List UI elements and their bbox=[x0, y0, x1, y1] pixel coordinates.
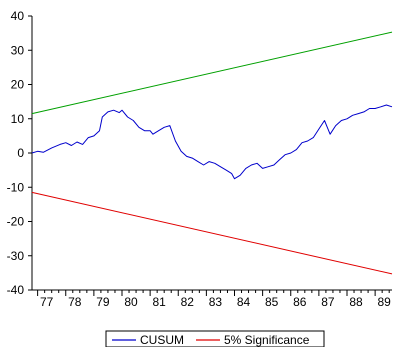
y-tick-label: 30 bbox=[11, 43, 25, 57]
cusum-line bbox=[31, 104, 393, 180]
lower-bound-line bbox=[31, 191, 393, 275]
legend-label-significance: 5% Significance bbox=[224, 333, 310, 347]
y-tick-label: -30 bbox=[7, 249, 25, 263]
y-tick-label: 0 bbox=[17, 146, 24, 160]
y-tick-label: 10 bbox=[11, 112, 25, 126]
y-tick-label: 20 bbox=[11, 78, 25, 92]
plot-area bbox=[31, 16, 392, 291]
x-tick-label: 89 bbox=[377, 295, 391, 309]
legend-label-cusum: CUSUM bbox=[140, 333, 184, 347]
x-tick-label: 87 bbox=[321, 295, 335, 309]
x-tick-label: 79 bbox=[96, 295, 110, 309]
x-tick-label: 85 bbox=[265, 295, 279, 309]
x-tick-label: 80 bbox=[124, 295, 138, 309]
legend: CUSUM 5% Significance bbox=[105, 330, 325, 347]
x-tick-label: 82 bbox=[181, 295, 195, 309]
y-tick-label: 40 bbox=[11, 9, 25, 23]
y-tick-label: -20 bbox=[7, 215, 25, 229]
series-layer bbox=[31, 31, 393, 275]
legend-box bbox=[105, 330, 325, 347]
x-tick-label: 81 bbox=[152, 295, 166, 309]
x-tick-label: 84 bbox=[237, 295, 251, 309]
x-tick-label: 77 bbox=[40, 295, 54, 309]
x-tick-label: 78 bbox=[68, 295, 82, 309]
x-tick-label: 88 bbox=[349, 295, 363, 309]
x-axis: 77 78 79 80 81 82 83 84 85 86 87 88 89 bbox=[37, 290, 391, 309]
y-axis: -40 -30 -20 -10 0 10 20 30 40 bbox=[7, 9, 32, 297]
x-tick-label: 83 bbox=[209, 295, 223, 309]
y-tick-label: -10 bbox=[7, 180, 25, 194]
upper-bound-line bbox=[31, 31, 393, 115]
x-tick-label: 86 bbox=[293, 295, 307, 309]
y-tick-label: -40 bbox=[7, 283, 25, 297]
